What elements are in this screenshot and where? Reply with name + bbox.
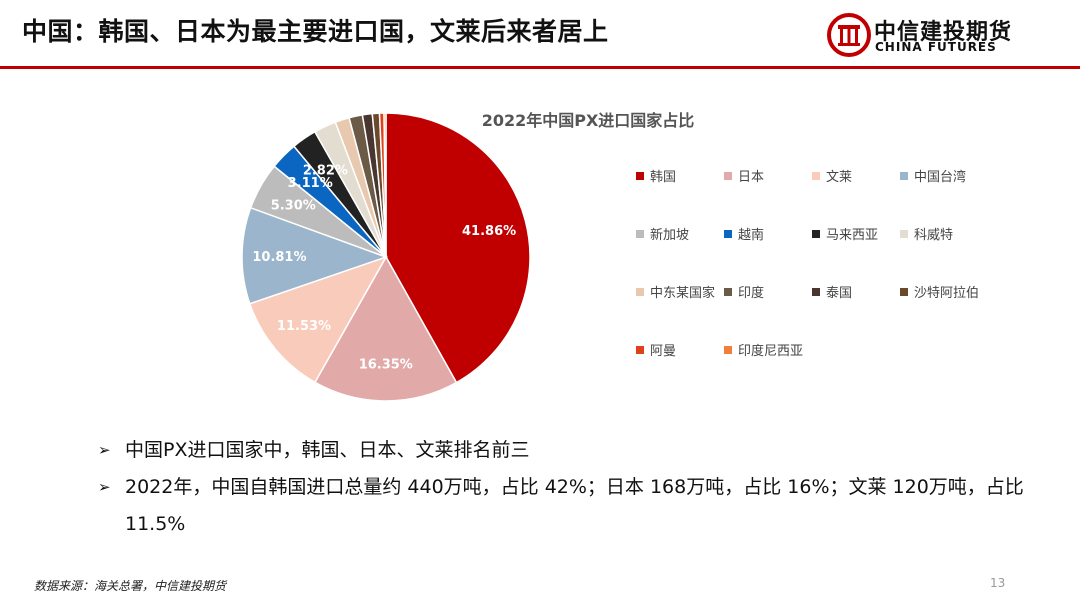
chart-title: 2022年中国PX进口国家占比 [482, 111, 695, 130]
slice-data-label: 5.30% [271, 198, 316, 213]
bullet-text: 中国PX进口国家中，韩国、日本、文莱排名前三 [125, 439, 530, 461]
bullet-item: ➢ 2022年，中国自韩国进口总量约 440万吨，占比 42%；日本 168万吨… [98, 469, 1028, 543]
legend-label: 中东某国家 [650, 285, 715, 301]
bullet-item: ➢ 中国PX进口国家中，韩国、日本、文莱排名前三 [98, 432, 1028, 469]
legend-swatch [724, 288, 732, 296]
legend-label: 印度 [738, 285, 764, 301]
legend-label: 沙特阿拉伯 [914, 286, 979, 301]
slice-data-label: 3.11% [288, 176, 333, 191]
pie-slice [383, 112, 387, 258]
page-number: 13 [990, 576, 1006, 590]
legend-swatch [724, 230, 732, 238]
legend-label: 韩国 [650, 170, 676, 185]
legend-swatch [812, 230, 820, 238]
slice-data-label: 16.35% [359, 358, 413, 373]
logo-chinese-name: 中信建投期货 [874, 20, 1013, 45]
legend-swatch [636, 346, 644, 354]
legend-swatch [724, 346, 732, 354]
pie-slice [385, 112, 531, 384]
legend-label: 阿曼 [650, 344, 676, 359]
slice-data-label: 11.53% [277, 319, 331, 334]
legend-label: 越南 [738, 227, 764, 243]
legend-label: 泰国 [826, 286, 852, 301]
legend-swatch [900, 230, 908, 238]
legend-swatch [636, 230, 644, 238]
slice-data-label: 10.81% [252, 250, 306, 265]
legend-label: 文莱 [826, 170, 852, 185]
logo-english-name: CHINA FUTURES [875, 40, 997, 54]
legend-label: 印度尼西亚 [738, 343, 803, 359]
citic-logo-icon [827, 13, 871, 57]
pie-chart: 2022年中国PX进口国家占比 41.86% 16.35% 11.53% 10.81%… [241, 111, 979, 402]
pie-slice [313, 255, 458, 402]
slice-data-label: 2.82% [303, 163, 348, 178]
slice-data-label: 41.86% [462, 224, 516, 239]
data-source-note: 数据来源：海关总署，中信建投期货 [34, 579, 227, 593]
legend-swatch [812, 172, 820, 180]
pie-slice [248, 255, 388, 384]
legend-label: 新加坡 [650, 227, 689, 243]
bullet-list: ➢ 中国PX进口国家中，韩国、日本、文莱排名前三 ➢ 2022年，中国自韩国进口… [98, 432, 1028, 543]
legend-swatch [636, 288, 644, 296]
company-logo: 中信建投期货 CHINA FUTURES [826, 12, 1026, 58]
legend-label: 中国台湾 [914, 169, 966, 185]
arrow-bullet-icon: ➢ [98, 478, 111, 496]
legend-label: 科威特 [914, 228, 953, 243]
legend-swatch [724, 172, 732, 180]
legend-label: 日本 [738, 170, 764, 185]
legend-label: 马来西亚 [826, 228, 878, 243]
legend-swatch [900, 172, 908, 180]
legend-swatch [812, 288, 820, 296]
page-title: 中国：韩国、日本为最主要进口国，文莱后来者居上 [22, 17, 609, 46]
arrow-bullet-icon: ➢ [98, 441, 111, 459]
pie-slice [241, 206, 389, 305]
header-divider [0, 66, 1080, 69]
legend-swatch [900, 288, 908, 296]
legend-swatch [636, 172, 644, 180]
bullet-text: 2022年，中国自韩国进口总量约 440万吨，占比 42%；日本 168万吨，占… [125, 476, 1024, 535]
